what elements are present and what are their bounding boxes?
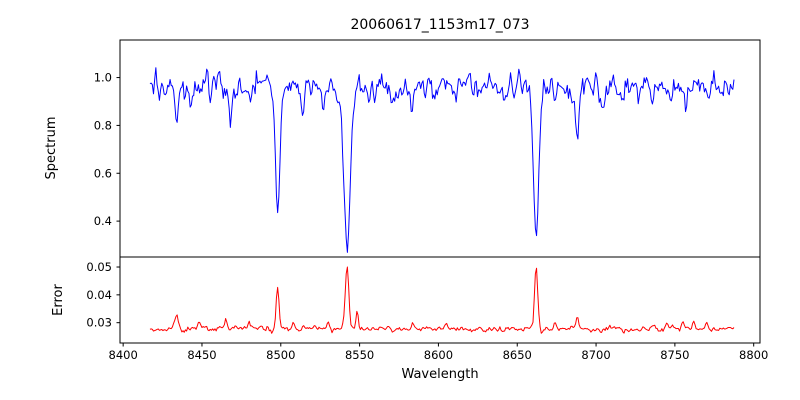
error-axes-frame [119, 256, 761, 344]
data-layer [149, 67, 735, 334]
spectrum-y-tick-label: 0.6 [94, 166, 112, 180]
error-y-tick-label: 0.05 [86, 260, 112, 274]
x-tick-label: 8700 [581, 348, 610, 362]
x-tick-label: 8450 [187, 348, 216, 362]
error-y-tick-label: 0.03 [86, 316, 112, 330]
spectrum-y-tick-label: 0.4 [94, 214, 112, 228]
x-tick-label: 8750 [660, 348, 689, 362]
tick-layer: 8400 8450 8500 8550 8600 8650 8700 8750 8800 0.4 0… [86, 71, 768, 362]
x-tick-label: 8650 [503, 348, 532, 362]
x-tick-label: 8500 [266, 348, 295, 362]
spectrum-y-tick-label: 0.8 [94, 118, 112, 132]
spectrum-line [149, 67, 735, 253]
error-line [149, 266, 735, 334]
axes-layer [119, 39, 761, 344]
spectrum-y-tick-label: 1.0 [94, 71, 112, 85]
spectrum-axes-frame [119, 39, 761, 258]
spectrum-y-axis-label: Spectrum [44, 117, 59, 180]
plot-title: 20060617_1153m17_073 [350, 17, 529, 33]
x-axis-label: Wavelength [401, 367, 478, 382]
x-tick-label: 8600 [424, 348, 453, 362]
x-tick-label: 8550 [345, 348, 374, 362]
x-tick-label: 8800 [739, 348, 768, 362]
error-y-tick-label: 0.04 [86, 288, 112, 302]
x-tick-label: 8400 [109, 348, 138, 362]
error-y-axis-label: Error [51, 284, 66, 316]
